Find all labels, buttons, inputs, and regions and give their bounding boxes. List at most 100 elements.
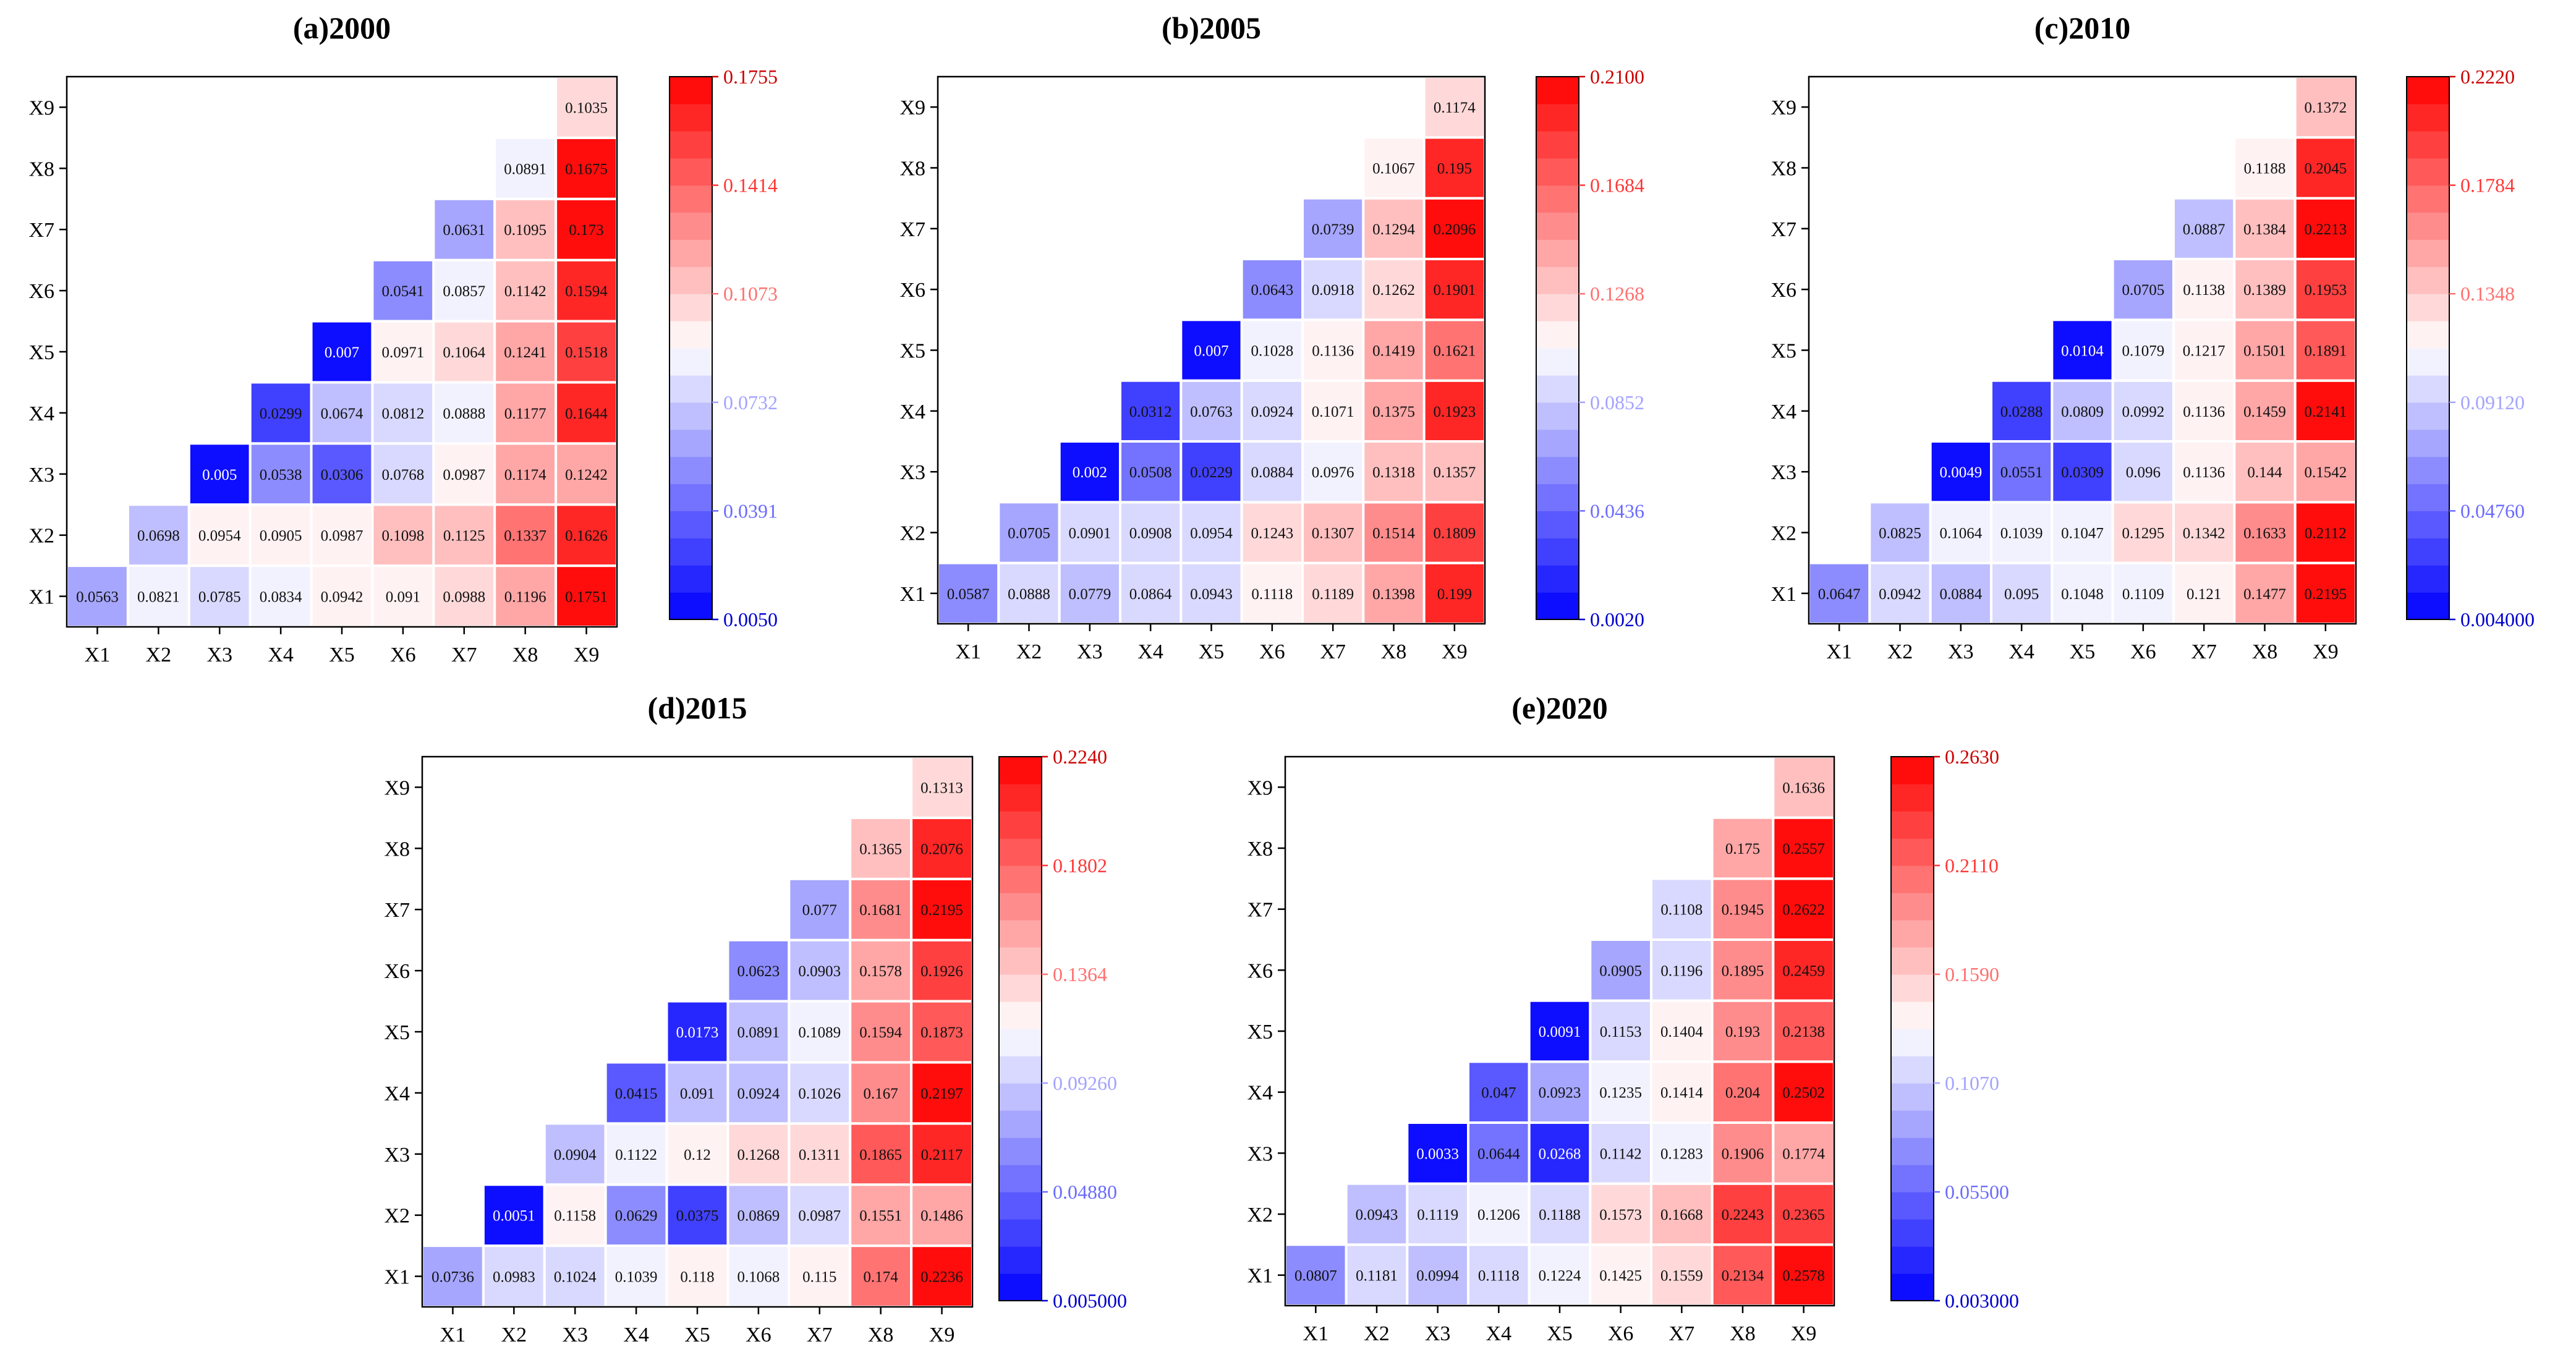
cell-value-label: 0.1295 — [2122, 525, 2164, 542]
cell-value-label: 0.115 — [802, 1269, 836, 1286]
cell-value-label: 0.1142 — [1600, 1146, 1642, 1162]
colorbar: 0.2100 0.1684 0.1268 0.0852 0.0436 0.0020 — [1536, 66, 1644, 631]
heatmap-cell — [1119, 561, 1183, 626]
cell-value-label: 0.1125 — [443, 528, 485, 545]
y-tick-label: X7 — [1770, 218, 1796, 241]
colorbar-level — [999, 1165, 1042, 1193]
colorbar-level — [2407, 77, 2449, 104]
heatmap-cell — [1711, 877, 1775, 942]
colorbar-level — [2407, 348, 2449, 376]
cell-value-label: 0.0904 — [554, 1147, 597, 1163]
cell-value-label: 0.0821 — [137, 589, 180, 606]
cell-value-label: 0.1414 — [1660, 1085, 1703, 1102]
heatmap-cell — [1711, 1243, 1775, 1307]
cell-value-label: 0.0884 — [1251, 464, 1293, 481]
x-tick-label: X8 — [868, 1324, 894, 1346]
heatmap-cell — [1528, 1121, 1592, 1185]
colorbar-level — [2407, 212, 2449, 240]
heatmap-cell — [1422, 75, 1487, 139]
cell-value-label: 0.0631 — [443, 222, 485, 239]
x-tick-label: X2 — [1016, 640, 1042, 663]
colorbar-tick-label: 0.1414 — [723, 174, 778, 197]
cell-value-label: 0.2557 — [1782, 841, 1825, 857]
cell-value-label: 0.12 — [684, 1147, 711, 1163]
cell-value-label: 0.0901 — [1068, 525, 1111, 542]
heatmap-cell — [482, 1183, 546, 1248]
heatmap-cell — [432, 381, 496, 445]
x-tick-label: X9 — [929, 1324, 955, 1346]
cell-value-label: 0.1945 — [1722, 902, 1764, 919]
x-tick-label: X1 — [1303, 1322, 1329, 1345]
heatmap-cell — [2233, 258, 2297, 321]
x-tick-label: X3 — [206, 644, 232, 666]
x-tick-label: X3 — [1425, 1322, 1451, 1345]
y-tick-label: X6 — [28, 280, 54, 303]
heatmap-cell — [1711, 816, 1775, 880]
heatmap-cell — [910, 816, 974, 880]
y-tick-label: X7 — [899, 218, 925, 241]
x-tick-label: X9 — [2313, 640, 2339, 663]
cell-value-label: 0.007 — [1194, 343, 1228, 360]
heatmap-cell — [1301, 440, 1365, 504]
colorbar-level — [670, 294, 712, 321]
cell-value-label: 0.1035 — [565, 100, 608, 116]
colorbar: 0.1755 0.1414 0.1073 0.0732 0.0391 0.0050 — [669, 66, 778, 631]
heatmap-cell — [1119, 379, 1183, 443]
x-tick-label: X7 — [2191, 640, 2217, 663]
cell-value-label: 0.2243 — [1722, 1207, 1764, 1223]
cell-value-label: 0.0644 — [1477, 1146, 1520, 1162]
colorbar-level — [1891, 1110, 1934, 1138]
colorbar-level — [2407, 266, 2449, 294]
colorbar-tick-label: 0.04760 — [2460, 500, 2525, 522]
y-tick-label: X2 — [899, 522, 925, 545]
cell-value-label: 0.2112 — [2305, 525, 2347, 542]
colorbar-tick-label: 0.1268 — [1590, 283, 1644, 305]
heatmap-cell — [997, 501, 1061, 564]
colorbar-level — [670, 375, 712, 403]
colorbar-level — [999, 1083, 1042, 1111]
cell-value-label: 0.1268 — [738, 1147, 780, 1163]
colorbar-level — [999, 838, 1042, 866]
cell-value-label: 0.1501 — [2243, 343, 2286, 360]
colorbar-level — [1536, 77, 1579, 104]
heatmap-cell — [493, 564, 558, 628]
y-tick-label: X2 — [1247, 1204, 1273, 1227]
cell-value-label: 0.2138 — [1782, 1024, 1825, 1040]
cell-value-label: 0.173 — [569, 222, 603, 239]
heatmap-cell — [1345, 1182, 1409, 1246]
heatmap-cell — [910, 938, 974, 1003]
x-tick-label: X3 — [1077, 640, 1103, 663]
cell-value-label: 0.1873 — [920, 1024, 963, 1041]
cell-value-label: 0.0988 — [443, 589, 485, 606]
cell-value-label: 0.1668 — [1660, 1207, 1703, 1223]
heatmap-cell — [1711, 1121, 1775, 1185]
x-tick-label: X6 — [1259, 640, 1285, 663]
cell-value-label: 0.0508 — [1129, 464, 1172, 481]
cell-value-label: 0.0415 — [615, 1086, 658, 1102]
cell-value-label: 0.005 — [202, 467, 237, 483]
cell-value-label: 0.0942 — [321, 589, 363, 606]
cell-value-label: 0.1926 — [920, 963, 963, 980]
cell-value-label: 0.1188 — [1539, 1207, 1581, 1223]
cell-value-label: 0.0629 — [615, 1208, 658, 1225]
heatmap-cell — [555, 320, 618, 384]
heatmap-panel-3: (c)2010 0.0647 0.0942 0.0884 0.095 0.1048 0.11… — [1770, 11, 2535, 663]
heatmap-cell — [2172, 258, 2236, 321]
colorbar-level — [1536, 212, 1579, 240]
cell-value-label: 0.0834 — [260, 589, 302, 606]
colorbar-level — [2407, 402, 2449, 430]
cell-value-label: 0.1337 — [504, 528, 546, 545]
y-tick-label: X6 — [1247, 959, 1273, 982]
y-tick-label: X1 — [28, 586, 54, 609]
colorbar-tick-label: 0.09120 — [2460, 391, 2525, 414]
cell-value-label: 0.1307 — [1312, 525, 1354, 542]
colorbar-level — [2407, 321, 2449, 349]
cell-value-label: 0.1518 — [565, 344, 608, 361]
heatmap-cell — [2293, 561, 2358, 626]
heatmap-cell — [910, 1122, 974, 1186]
cell-value-label: 0.0924 — [738, 1086, 780, 1102]
cell-value-label: 0.0736 — [431, 1269, 474, 1286]
y-tick-label: X3 — [1247, 1142, 1273, 1165]
heatmap-cell — [1362, 440, 1426, 504]
